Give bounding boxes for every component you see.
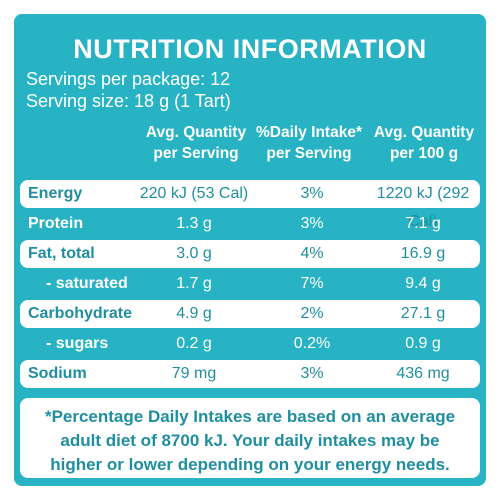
header-avg-per-serving: Avg. Quantity per Serving <box>131 122 261 164</box>
footnote-line: *Percentage Daily Intakes are based on a… <box>44 407 456 426</box>
table-row-sodium: Sodium 79 mg 3% 436 mg <box>20 360 480 388</box>
value-per-100g: 1220 kJ (292 Cal) <box>376 185 470 230</box>
value-per-100g: 16.9 g <box>400 245 446 262</box>
table-row-protein: Protein 1.3 g 3% 7.1 g <box>20 210 480 238</box>
value-per-serving: 1.3 g <box>176 215 212 232</box>
row-label: - saturated <box>46 275 128 292</box>
header-line: per Serving <box>153 145 239 162</box>
header-line: per Serving <box>266 145 352 162</box>
value-per-100g: 436 mg <box>396 365 450 382</box>
value-per-serving: 79 mg <box>171 365 217 382</box>
value-per-100g: 7.1 g <box>405 215 441 232</box>
value-per-100g: 9.4 g <box>405 275 441 292</box>
footnote: *Percentage Daily Intakes are based on a… <box>20 398 480 478</box>
value-daily-intake: 7% <box>300 275 324 292</box>
value-per-serving: 3.0 g <box>176 245 212 262</box>
table-row-fat-total: Fat, total 3.0 g 4% 16.9 g <box>20 240 480 268</box>
footnote-line: higher or lower depending on your energy… <box>50 455 450 474</box>
value-daily-intake: 3% <box>300 215 324 232</box>
header-avg-per-100g: Avg. Quantity per 100 g <box>359 122 489 164</box>
value-per-100g: 27.1 g <box>400 305 446 322</box>
value-per-serving: 220 kJ (53 Cal) <box>139 185 249 202</box>
table-row-energy: Energy 220 kJ (53 Cal) 3% 1220 kJ (292 C… <box>20 180 480 230</box>
value-per-100g: 0.9 g <box>405 335 441 352</box>
table-row-carbohydrate: Carbohydrate 4.9 g 2% 27.1 g <box>20 300 480 328</box>
serving-size: Serving size: 18 g (1 Tart) <box>26 91 231 111</box>
row-label: Carbohydrate <box>28 305 133 322</box>
value-per-serving: 0.2 g <box>176 335 212 352</box>
table-row-saturated: - saturated 1.7 g 7% 9.4 g <box>20 270 480 298</box>
value-per-serving: 1.7 g <box>176 275 212 292</box>
panel-title: NUTRITION INFORMATION <box>73 34 427 64</box>
value-daily-intake: 0.2% <box>293 335 331 352</box>
value-daily-intake: 3% <box>300 365 324 382</box>
header-line: %Daily Intake* <box>256 124 362 141</box>
row-label: Sodium <box>28 365 87 382</box>
value-daily-intake: 2% <box>300 305 324 322</box>
footnote-line: adult diet of 8700 kJ. Your daily intake… <box>60 431 440 450</box>
value-per-serving: 4.9 g <box>176 305 212 322</box>
servings-per-package: Servings per package: 12 <box>26 69 231 89</box>
nutrition-panel: NUTRITION INFORMATION Servings per packa… <box>14 14 486 486</box>
row-label: - sugars <box>46 335 109 352</box>
row-label: Protein <box>28 215 84 232</box>
header-line: per 100 g <box>389 145 459 162</box>
table-row-sugars: - sugars 0.2 g 0.2% 0.9 g <box>20 330 480 358</box>
row-label: Energy <box>28 185 83 202</box>
header-line: Avg. Quantity <box>145 124 247 141</box>
row-label: Fat, total <box>28 245 95 262</box>
header-daily-intake: %Daily Intake* per Serving <box>244 122 374 164</box>
value-daily-intake: 4% <box>300 245 324 262</box>
value-daily-intake: 3% <box>300 185 324 202</box>
header-line: Avg. Quantity <box>373 124 475 141</box>
